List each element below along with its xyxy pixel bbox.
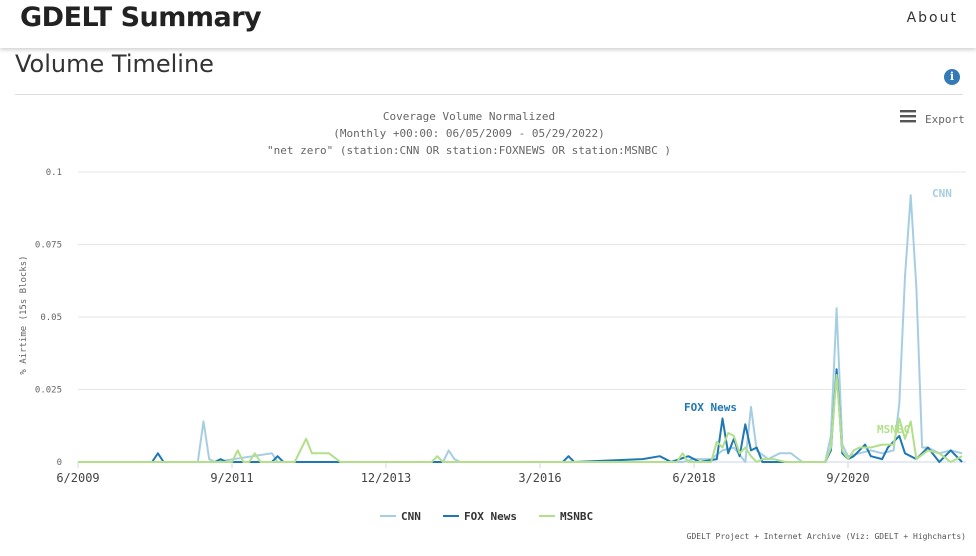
section-title: Volume Timeline — [15, 50, 214, 78]
about-link[interactable]: About — [906, 10, 958, 26]
x-tick-label: 6/2009 — [56, 471, 99, 485]
series-label-cnn: CNN — [932, 187, 952, 200]
legend-item-cnn[interactable]: CNN — [380, 510, 421, 523]
y-tick-label: 0.025 — [35, 386, 62, 396]
chart-query: "net zero" (station:CNN OR station:FOXNE… — [267, 144, 671, 157]
y-tick-label: 0.05 — [40, 313, 62, 323]
volume-timeline-chart: Coverage Volume Normalized (Monthly +00:… — [19, 110, 966, 541]
y-tick-label: 0.075 — [35, 241, 62, 251]
legend-label-cnn: CNN — [401, 510, 421, 523]
y-tick-label: 0.1 — [46, 168, 62, 178]
y-tick-label: 0 — [57, 458, 62, 468]
site-brand[interactable]: GDELT Summary — [20, 2, 262, 33]
chart-x-axis: 6/2009 9/2011 12/2013 3/2016 6/2018 9/2020 — [56, 462, 870, 485]
legend-item-fox[interactable]: FOX News — [443, 510, 517, 523]
chart-credit: GDELT Project + Internet Archive (Viz: G… — [687, 532, 966, 541]
chart-y-ticks: 0 0.025 0.05 0.075 0.1 — [35, 168, 62, 468]
chart-title: Coverage Volume Normalized — [383, 110, 555, 123]
series-label-msnbc: MSNBC — [877, 423, 910, 436]
x-tick-label: 9/2020 — [826, 471, 869, 485]
chart-series-lines — [78, 194, 963, 463]
y-axis-label: % Airtime (15s Blocks) — [19, 255, 29, 374]
export-button[interactable]: Export — [900, 110, 965, 126]
x-tick-label: 6/2018 — [672, 471, 715, 485]
x-tick-label: 12/2013 — [361, 471, 412, 485]
export-label[interactable]: Export — [925, 113, 965, 126]
section-divider — [15, 94, 963, 95]
legend-label-msnbc: MSNBC — [560, 510, 593, 523]
series-line-fox — [78, 368, 963, 463]
series-line-msnbc — [78, 374, 963, 463]
chart-title-group: Coverage Volume Normalized (Monthly +00:… — [267, 110, 671, 157]
chart-legend: CNN FOX News MSNBC — [380, 510, 593, 523]
x-tick-label: 9/2011 — [210, 471, 253, 485]
x-tick-label: 3/2016 — [518, 471, 561, 485]
info-icon[interactable]: i — [944, 69, 960, 85]
series-line-cnn — [78, 194, 963, 463]
site-header: GDELT Summary About — [0, 0, 976, 48]
legend-item-msnbc[interactable]: MSNBC — [539, 510, 593, 523]
series-label-fox: FOX News — [684, 401, 737, 414]
chart-subtitle: (Monthly +00:00: 06/05/2009 - 05/29/2022… — [333, 127, 605, 140]
legend-label-fox: FOX News — [464, 510, 517, 523]
